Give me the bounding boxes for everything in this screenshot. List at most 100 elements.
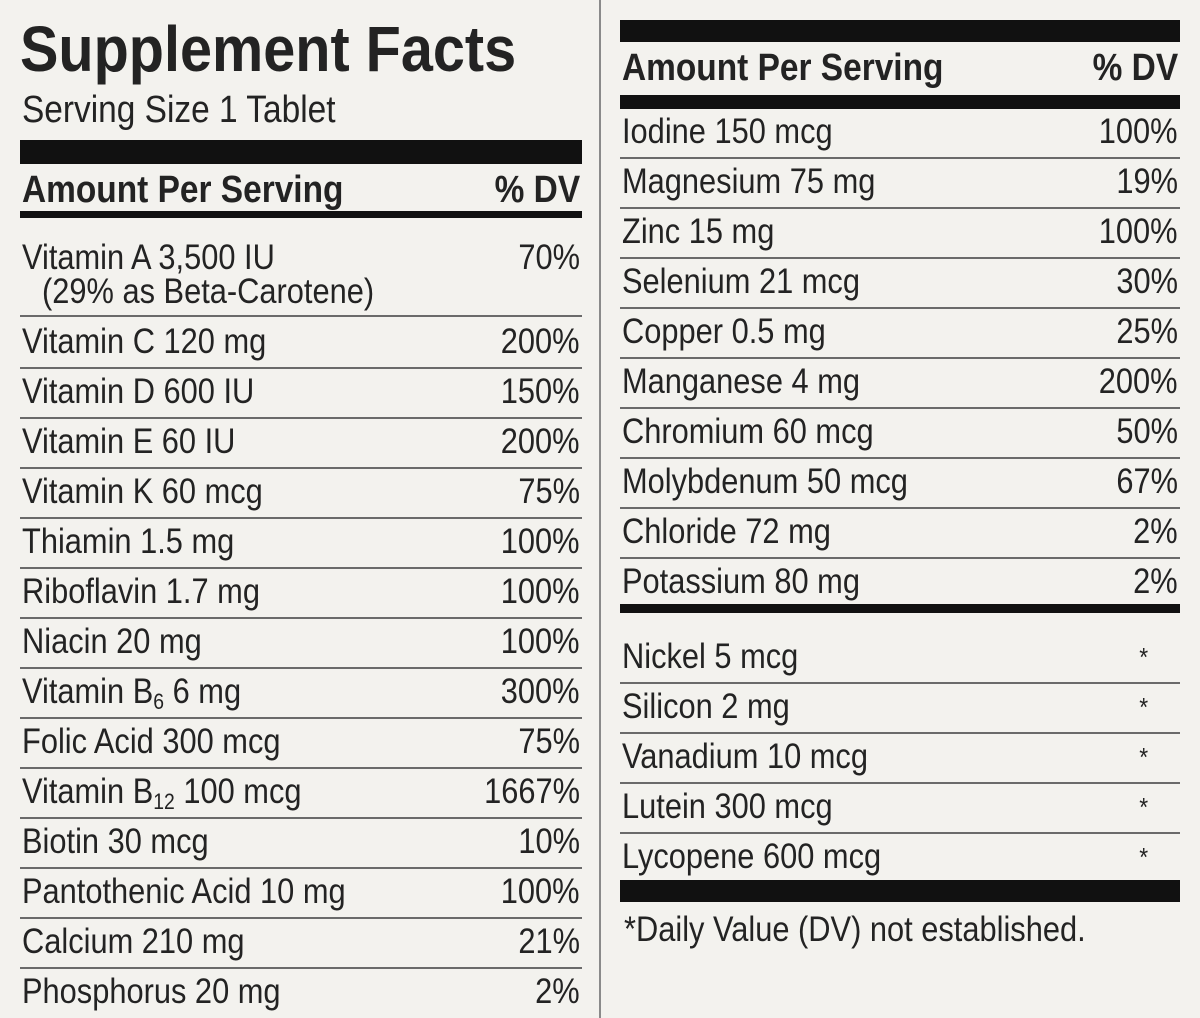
daily-value: 50% xyxy=(1116,412,1178,451)
nutrient-name-text: Biotin 30 mcg xyxy=(22,822,209,861)
nutrient-name: Chromium 60 mcg xyxy=(622,412,874,452)
nutrient-name: Riboflavin 1.7 mg xyxy=(22,572,260,612)
nutrient-name: Niacin 20 mg xyxy=(22,622,202,662)
nutrient-name: Nickel 5 mcg xyxy=(622,637,798,677)
nutrient-name-text: Vitamin C 120 mg xyxy=(22,322,267,361)
row-divider xyxy=(620,832,1180,834)
nutrient-note: (29% as Beta-Carotene) xyxy=(42,272,375,311)
rule-bar xyxy=(20,140,582,164)
row-divider xyxy=(620,407,1180,409)
row-divider xyxy=(620,357,1180,359)
nutrient-name-text: Vitamin D 600 IU xyxy=(22,372,255,411)
nutrient-name: Vitamin A 3,500 IU xyxy=(22,238,275,278)
daily-value: 75% xyxy=(518,472,580,511)
nutrient-name: Lutein 300 mcg xyxy=(622,787,833,827)
subscript: 6 xyxy=(153,689,165,714)
row-divider xyxy=(20,767,582,769)
daily-value: 67% xyxy=(1116,462,1178,501)
row-divider xyxy=(20,367,582,369)
column-header: Amount Per Serving xyxy=(622,47,944,89)
daily-value: 100% xyxy=(501,572,580,611)
nutrient-name: Vitamin B12 100 mcg xyxy=(22,772,301,822)
daily-value: 100% xyxy=(501,622,580,661)
nutrient-name: Vanadium 10 mcg xyxy=(622,737,868,777)
daily-value: * xyxy=(1139,692,1148,722)
row-divider xyxy=(20,917,582,919)
nutrient-name-text: Manganese 4 mg xyxy=(622,362,860,401)
daily-value: 300% xyxy=(501,672,580,711)
nutrient-name-text: Lutein 300 mcg xyxy=(622,787,833,826)
nutrient-name-text: Chromium 60 mcg xyxy=(622,412,874,451)
daily-value: 70% xyxy=(518,238,580,277)
nutrient-name: Folic Acid 300 mcg xyxy=(22,722,281,762)
column-header: % DV xyxy=(1092,47,1178,89)
nutrient-name-text: Niacin 20 mg xyxy=(22,622,202,661)
daily-value: 2% xyxy=(1133,562,1178,601)
row-divider xyxy=(620,732,1180,734)
serving-size: Serving Size 1 Tablet xyxy=(22,89,336,131)
nutrient-name-text: Potassium 80 mg xyxy=(622,562,860,601)
title: Supplement Facts xyxy=(20,13,517,85)
row-divider xyxy=(620,557,1180,559)
nutrient-name: Zinc 15 mg xyxy=(622,212,774,252)
nutrient-name: Vitamin E 60 IU xyxy=(22,422,235,462)
daily-value: * xyxy=(1139,842,1148,872)
nutrient-name: Lycopene 600 mcg xyxy=(622,837,881,877)
daily-value: 2% xyxy=(1133,512,1178,551)
nutrient-name: Vitamin K 60 mcg xyxy=(22,472,263,512)
nutrient-name-text: Lycopene 600 mcg xyxy=(622,837,882,876)
row-divider xyxy=(620,782,1180,784)
daily-value: 200% xyxy=(501,322,580,361)
nutrient-name: Potassium 80 mg xyxy=(622,562,860,602)
divider xyxy=(599,0,601,1018)
daily-value: 150% xyxy=(501,372,580,411)
nutrient-name: Biotin 30 mcg xyxy=(22,822,209,862)
row-divider xyxy=(620,207,1180,209)
nutrient-name: Vitamin B6 6 mg xyxy=(22,672,241,722)
rule-bar xyxy=(620,880,1180,902)
nutrient-name-text: Iodine 150 mcg xyxy=(622,112,833,151)
nutrient-name-text: Pantothenic Acid 10 mg xyxy=(22,872,346,911)
row-divider xyxy=(620,457,1180,459)
nutrient-name-text: Nickel 5 mcg xyxy=(622,637,799,676)
rule-bar xyxy=(20,211,582,218)
nutrient-name-text: Thiamin 1.5 mg xyxy=(22,522,235,561)
nutrient-name-text: Selenium 21 mcg xyxy=(622,262,860,301)
daily-value: 75% xyxy=(518,722,580,761)
nutrient-name: Vitamin D 600 IU xyxy=(22,372,254,412)
nutrient-name-text: Phosphorus 20 mg xyxy=(22,972,281,1011)
column-header: % DV xyxy=(494,169,580,211)
rule-bar xyxy=(620,95,1180,109)
nutrient-name: Phosphorus 20 mg xyxy=(22,972,281,1012)
nutrient-name-text: Copper 0.5 mg xyxy=(622,312,826,351)
nutrient-name: Calcium 210 mg xyxy=(22,922,245,962)
daily-value: 200% xyxy=(501,422,580,461)
row-divider xyxy=(620,257,1180,259)
daily-value: 19% xyxy=(1116,162,1178,201)
daily-value: 30% xyxy=(1116,262,1178,301)
nutrient-name: Copper 0.5 mg xyxy=(622,312,826,352)
nutrient-name-text: Chloride 72 mg xyxy=(622,512,831,551)
row-divider xyxy=(20,717,582,719)
daily-value: 2% xyxy=(535,972,580,1011)
row-divider xyxy=(620,307,1180,309)
nutrient-name: Iodine 150 mcg xyxy=(622,112,833,152)
nutrient-name-text: Silicon 2 mg xyxy=(622,687,790,726)
nutrient-name: Magnesium 75 mg xyxy=(622,162,875,202)
row-divider xyxy=(20,517,582,519)
row-divider xyxy=(20,667,582,669)
nutrient-name-text: Molybdenum 50 mcg xyxy=(622,462,908,501)
nutrient-name-text: Riboflavin 1.7 mg xyxy=(22,572,260,611)
rule-bar xyxy=(620,604,1180,613)
nutrient-name: Selenium 21 mcg xyxy=(622,262,860,302)
nutrient-name-text: Vitamin B xyxy=(22,772,154,811)
nutrient-name-text: Calcium 210 mg xyxy=(22,922,245,961)
daily-value: 21% xyxy=(518,922,580,961)
subscript: 12 xyxy=(153,789,175,814)
nutrient-name-text: Vitamin K 60 mcg xyxy=(22,472,263,511)
row-divider xyxy=(20,617,582,619)
daily-value: 25% xyxy=(1116,312,1178,351)
daily-value: * xyxy=(1139,642,1148,672)
footnote: *Daily Value (DV) not established. xyxy=(624,910,1086,949)
